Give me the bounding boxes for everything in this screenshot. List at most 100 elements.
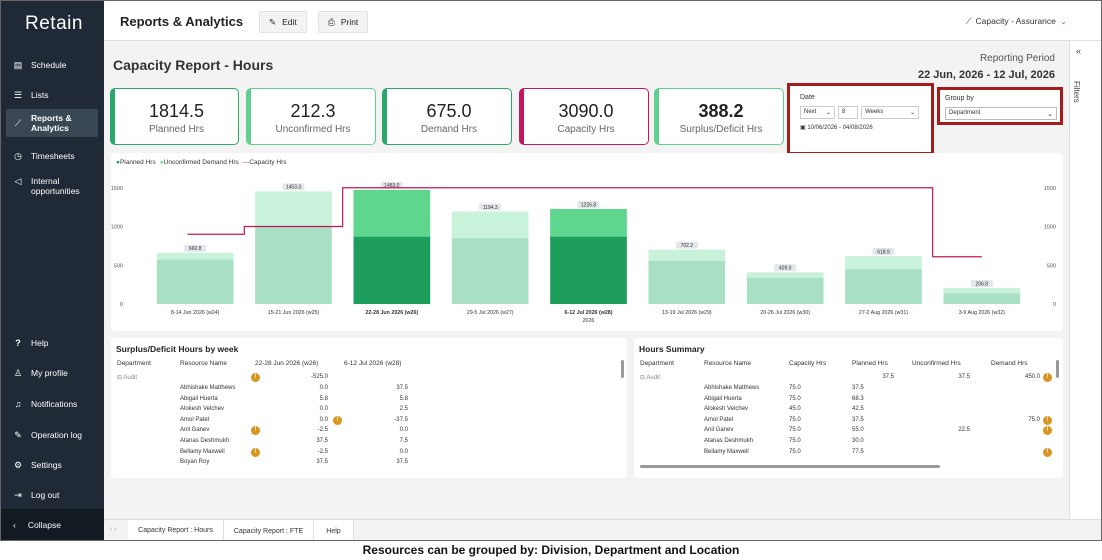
col-header-department[interactable]: Department bbox=[117, 360, 151, 367]
report-selector[interactable]: ⟋ Capacity - Assurance ⌄ bbox=[965, 16, 1067, 26]
double-chevron-left-icon[interactable]: « bbox=[1076, 46, 1082, 56]
table-row: Atanas Deshmukh bbox=[180, 438, 230, 444]
table-row: Abhishake Matthews bbox=[704, 385, 760, 391]
chevron-down-icon: ⌄ bbox=[1059, 16, 1067, 26]
tab-capacity-hours[interactable]: Capacity Report : Hours bbox=[128, 520, 224, 540]
kpi-surplus-deficit-hrs: 388.2 Surplus/Deficit Hrs bbox=[654, 88, 784, 145]
table-cell: 2.5 bbox=[399, 406, 408, 413]
col-header-week28[interactable]: 6-12 Jul 2026 (w28) bbox=[344, 360, 402, 367]
bar-planned bbox=[550, 236, 627, 304]
kpi-capacity-hrs: 3090.0 Capacity Hrs bbox=[519, 88, 649, 145]
sidebar-item-help[interactable]: ? Help bbox=[6, 334, 98, 352]
bar-planned bbox=[451, 238, 529, 304]
calendar-icon: ▤ bbox=[13, 60, 23, 70]
warning-icon: ! bbox=[333, 415, 342, 425]
data-label: 1483.0 bbox=[384, 183, 400, 189]
legend-capacity: —Capacity Hrs bbox=[242, 159, 287, 166]
table-row: Bellamy Maxwell bbox=[704, 448, 749, 455]
person-icon: ♙ bbox=[13, 368, 23, 378]
date-mode-select[interactable]: Next ⌄ bbox=[800, 106, 835, 119]
col-header-department[interactable]: Department bbox=[640, 360, 674, 367]
data-label-box bbox=[282, 183, 305, 191]
x-tick-label: 3-9 Aug 2026 (w32) bbox=[959, 310, 1005, 316]
group-row-audit[interactable]: ⊟ Audit bbox=[117, 375, 138, 381]
table-row: Atanas Deshmukh bbox=[704, 438, 754, 444]
top-bar: Reports & Analytics ✎ Edit ⎙ Print ⟋ Cap… bbox=[104, 1, 1101, 41]
chevron-left-icon: ‹ bbox=[13, 520, 16, 530]
table-cell: 75.0 bbox=[789, 385, 801, 391]
date-count-input[interactable]: 8 bbox=[838, 106, 858, 119]
x-tick-label: 27-2 Aug 2026 (w31) bbox=[859, 310, 908, 316]
col-header-resource-name[interactable]: Resource Name bbox=[180, 360, 227, 367]
horizontal-scrollbar[interactable] bbox=[640, 465, 940, 468]
table-cell: 0.0 bbox=[399, 448, 408, 455]
reporting-period-range: 22 Jun, 2026 - 12 Jul, 2026 bbox=[918, 69, 1055, 81]
report-tabs: ‹ › Capacity Report : Hours Capacity Rep… bbox=[104, 519, 1101, 540]
report-canvas: Capacity Report - Hours Reporting Period… bbox=[104, 41, 1069, 519]
bell-icon: ♫ bbox=[14, 399, 22, 409]
bar-planned bbox=[156, 259, 234, 304]
bar-unconfirmed bbox=[255, 191, 332, 227]
warning-icon: ! bbox=[1043, 447, 1052, 457]
col-header-demand-hrs[interactable]: Demand Hrs bbox=[991, 360, 1028, 367]
warning-icon: ! bbox=[1043, 426, 1052, 436]
sidebar-item-timesheets[interactable]: ◷ Timesheets bbox=[6, 147, 98, 165]
y2-tick-label: 1000 bbox=[1044, 225, 1056, 231]
col-header-planned-hrs[interactable]: Planned Hrs bbox=[852, 360, 888, 367]
table-cell: 77.5 bbox=[852, 448, 864, 455]
bar-planned bbox=[255, 226, 332, 304]
table-cell: 22.5 bbox=[958, 427, 970, 434]
sidebar-item-my-profile[interactable]: ♙ My profile bbox=[13, 368, 68, 378]
clock-icon: ◷ bbox=[14, 151, 22, 161]
edit-button[interactable]: ✎ Edit bbox=[259, 11, 307, 33]
tab-scroll-arrows[interactable]: ‹ › bbox=[110, 526, 117, 533]
group-by-select[interactable]: Department ⌄ bbox=[945, 107, 1057, 120]
col-header-unconfirmed-hrs[interactable]: Unconfirmed Hrs bbox=[912, 360, 961, 367]
data-label: 1226.8 bbox=[581, 202, 597, 208]
table-cell: 75.0 bbox=[1028, 416, 1040, 423]
group-row-audit[interactable]: ⊟ Audit bbox=[640, 375, 661, 381]
group-value: -525.0 bbox=[310, 374, 328, 380]
tab-help[interactable]: Help bbox=[314, 520, 354, 540]
table-cell: 37.5 bbox=[316, 459, 328, 466]
sidebar-item-reports[interactable]: ⟋ Reports & Analytics bbox=[6, 109, 98, 137]
collapse-button[interactable]: ‹ Collapse bbox=[1, 509, 104, 540]
filters-label[interactable]: Filters bbox=[1072, 81, 1081, 103]
warning-icon: ! bbox=[251, 447, 260, 457]
expand-icon[interactable]: ⊟ bbox=[117, 375, 123, 381]
kpi-demand-hrs: 675.0 Demand Hrs bbox=[382, 88, 512, 145]
y-tick-label: 0 bbox=[120, 302, 123, 308]
vertical-scrollbar[interactable] bbox=[621, 360, 624, 378]
sidebar-item-schedule[interactable]: ▤ Schedule bbox=[13, 60, 67, 70]
vertical-scrollbar[interactable] bbox=[1056, 360, 1059, 378]
data-label: 702.2 bbox=[681, 243, 694, 249]
data-label: 1453.3 bbox=[286, 185, 302, 191]
print-button[interactable]: ⎙ Print bbox=[318, 11, 369, 33]
bar-unconfirmed bbox=[943, 287, 1021, 294]
sidebar-item-internal-opportunities[interactable]: ◁ Internal opportunities bbox=[6, 172, 98, 200]
data-label: 618.9 bbox=[877, 249, 890, 255]
x-tick-label: 15-21 Jun 2026 (w25) bbox=[268, 310, 320, 316]
expand-icon[interactable]: ⊟ bbox=[640, 375, 646, 381]
col-header-resource-name[interactable]: Resource Name bbox=[704, 360, 751, 367]
col-header-capacity-hrs[interactable]: Capacity Hrs bbox=[789, 360, 827, 367]
col-header-week26[interactable]: 22-28 Jun 2026 (w26) bbox=[255, 360, 319, 367]
filters-rail[interactable]: « Filters bbox=[1069, 41, 1101, 521]
data-label-box bbox=[479, 203, 502, 211]
sidebar-item-notifications[interactable]: ♫ Notifications bbox=[6, 395, 98, 413]
date-unit-select[interactable]: Weeks ⌄ bbox=[861, 106, 919, 119]
bar-planned bbox=[746, 277, 824, 304]
sidebar-item-lists[interactable]: ☰ Lists bbox=[13, 90, 49, 100]
sidebar-item-settings[interactable]: ⚙ Settings bbox=[13, 460, 62, 470]
date-range[interactable]: ▣ 10/06/2026 - 04/08/2026 bbox=[800, 125, 873, 131]
data-label-box bbox=[675, 241, 698, 249]
y-tick-label: 1000 bbox=[111, 225, 123, 231]
data-label: 660.8 bbox=[189, 246, 202, 252]
bar-unconfirmed bbox=[451, 211, 529, 239]
kpi-planned-hrs: 1814.5 Planned Hrs bbox=[110, 88, 239, 145]
sidebar-item-log-out[interactable]: ⇥ Log out bbox=[6, 486, 98, 504]
tab-capacity-fte[interactable]: Capacity Report : FTE bbox=[224, 520, 314, 540]
sidebar-item-operation-log[interactable]: ✎ Operation log bbox=[6, 426, 98, 444]
data-label-box bbox=[774, 264, 797, 272]
data-label: 409.0 bbox=[779, 266, 792, 272]
